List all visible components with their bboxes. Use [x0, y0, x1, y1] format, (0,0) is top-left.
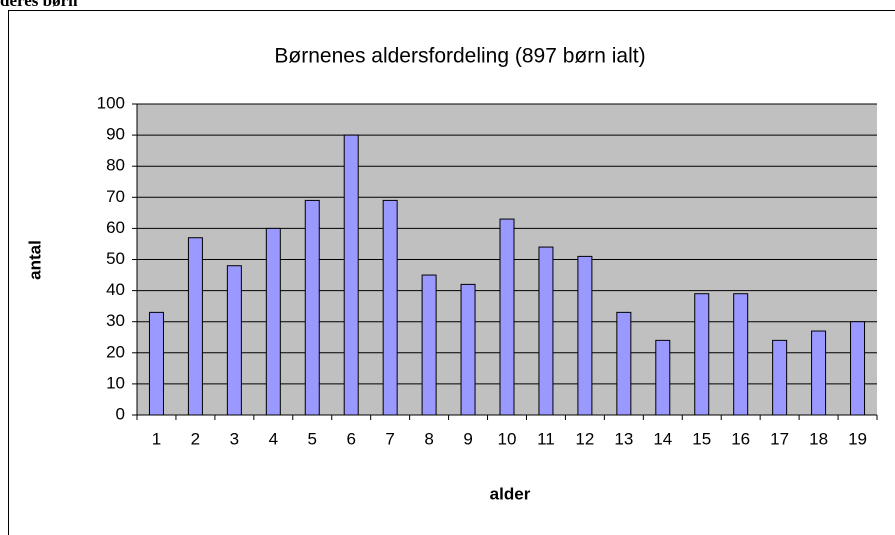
- y-tick-label: 20: [106, 342, 125, 361]
- page-header: deres børn: [0, 0, 78, 10]
- bar: [499, 218, 515, 416]
- x-tick-label: 3: [230, 429, 239, 448]
- y-tick-label: 80: [106, 156, 125, 175]
- x-tick-label: 13: [614, 429, 633, 448]
- bar: [382, 199, 398, 416]
- y-tick-label: 40: [106, 280, 125, 299]
- bar: [421, 274, 437, 416]
- bar: [694, 293, 710, 416]
- x-tick-label: 12: [575, 429, 594, 448]
- chart-title: Børnenes aldersfordeling (897 børn ialt): [274, 45, 645, 68]
- bar: [655, 339, 671, 416]
- bar: [538, 246, 554, 416]
- bar: [265, 227, 281, 416]
- bar: [811, 330, 827, 416]
- bar: [772, 339, 788, 416]
- y-tick-label: 70: [106, 187, 125, 206]
- bar: [733, 293, 749, 416]
- bar: [304, 199, 320, 416]
- x-tick-label: 17: [770, 429, 789, 448]
- x-tick-label: 2: [191, 429, 200, 448]
- x-tick-label: 5: [308, 429, 317, 448]
- x-tick-label: 15: [692, 429, 711, 448]
- x-tick-label: 19: [848, 429, 867, 448]
- y-tick-label: 60: [106, 218, 125, 237]
- x-tick-label: 4: [269, 429, 278, 448]
- x-tick-label: 9: [463, 429, 472, 448]
- x-tick-label: 8: [424, 429, 433, 448]
- bar: [577, 255, 593, 416]
- y-axis-title: antal: [25, 240, 44, 280]
- y-tick-label: 90: [106, 125, 125, 144]
- y-tick-label: 0: [116, 404, 125, 423]
- bar: [343, 134, 359, 416]
- bar: [850, 321, 866, 416]
- x-tick-label: 16: [731, 429, 750, 448]
- y-tick-label: 30: [106, 311, 125, 330]
- x-axis-title: alder: [490, 484, 531, 503]
- x-tick-label: 14: [653, 429, 672, 448]
- x-tick-label: 10: [498, 429, 517, 448]
- x-tick-label: 1: [152, 429, 161, 448]
- bar: [460, 283, 476, 416]
- x-tick-label: 7: [385, 429, 394, 448]
- bar: [187, 237, 203, 416]
- y-tick-label: 50: [106, 249, 125, 268]
- x-tick-label: 6: [346, 429, 355, 448]
- y-tick-label: 100: [97, 93, 125, 112]
- bar: [226, 265, 242, 416]
- bar: [616, 311, 632, 416]
- x-tick-label: 18: [809, 429, 828, 448]
- bar: [148, 311, 164, 416]
- y-tick-label: 10: [106, 373, 125, 392]
- x-tick-label: 11: [537, 429, 555, 448]
